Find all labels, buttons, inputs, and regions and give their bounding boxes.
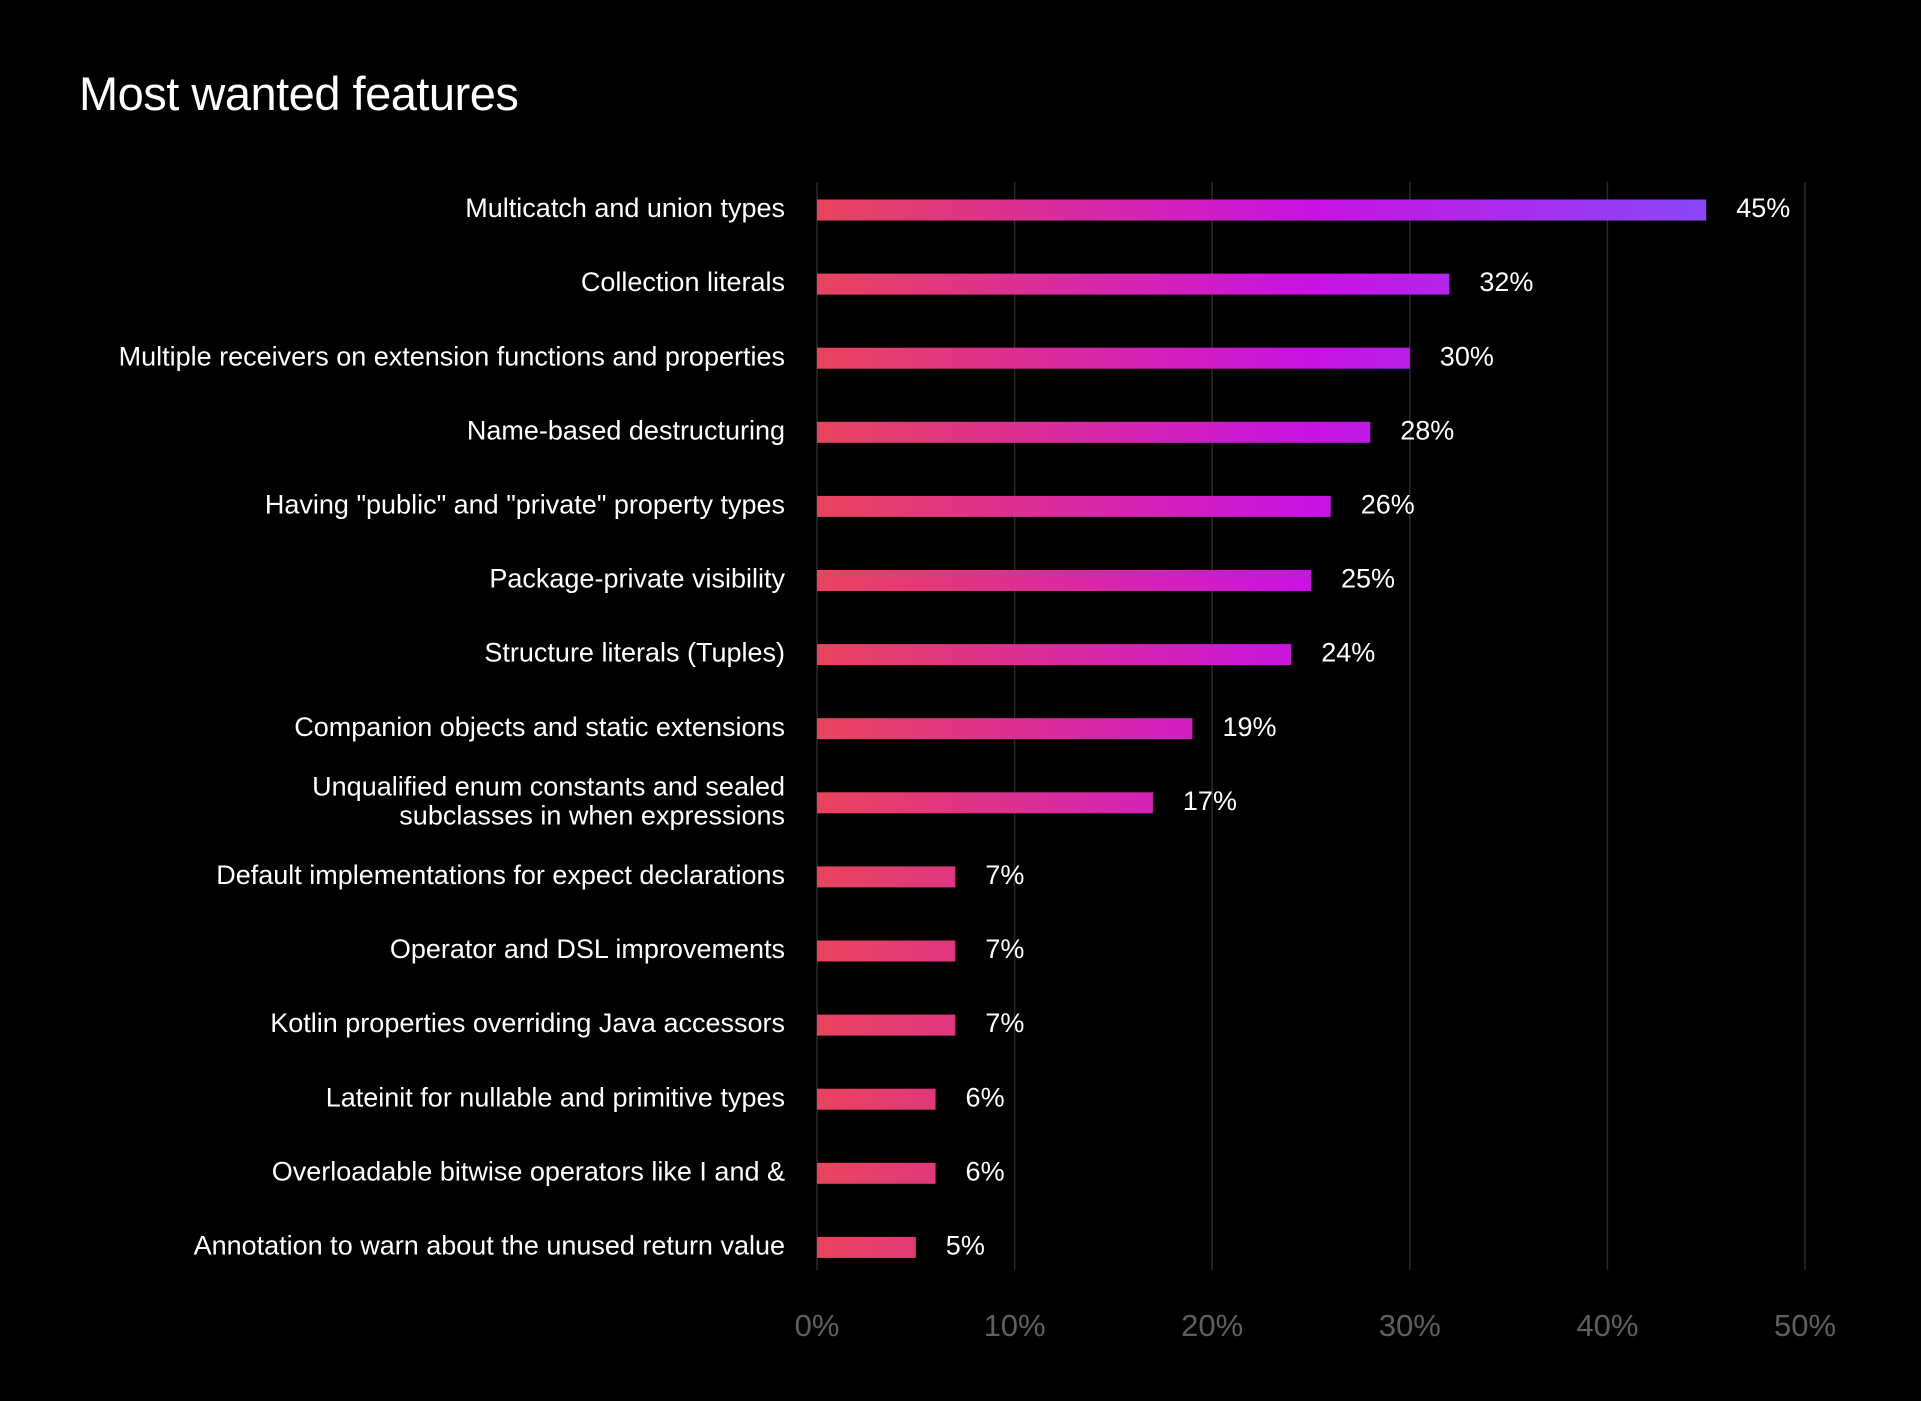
value-label: 30% (1440, 341, 1494, 371)
bar (817, 570, 1311, 591)
category-label: Kotlin properties overriding Java access… (270, 1008, 785, 1038)
bar (817, 1236, 916, 1258)
x-tick-label: 10% (984, 1308, 1046, 1343)
category-label: Lateinit for nullable and primitive type… (326, 1082, 785, 1112)
x-tick-label: 50% (1774, 1308, 1836, 1343)
x-tick-label: 40% (1576, 1308, 1638, 1343)
category-label: Annotation to warn about the unused retu… (194, 1231, 785, 1261)
x-tick-label: 0% (795, 1308, 840, 1343)
value-label: 26% (1361, 490, 1415, 520)
value-label: 6% (966, 1156, 1005, 1186)
chart-title: Most wanted features (79, 67, 519, 120)
x-tick-label: 30% (1379, 1308, 1441, 1343)
category-label: Operator and DSL improvements (390, 934, 785, 964)
category-labels: Multicatch and union types Collection lit… (119, 193, 786, 1260)
bar (817, 347, 1410, 369)
category-label: Collection literals (581, 267, 785, 297)
category-label: Multiple receivers on extension function… (119, 341, 785, 371)
bar (817, 718, 1193, 740)
category-label: Package-private visibility (489, 564, 785, 594)
value-label: 25% (1341, 564, 1395, 594)
value-labels: 45% 32% 30% 28% 26% 25% 24% 19% 17% 7% 7% 7% 6% 6% 5% (946, 193, 1790, 1260)
value-label: 19% (1222, 712, 1276, 742)
x-axis-ticks: 0% 10% 20% 30% 40% 50% (795, 1308, 1836, 1343)
bar (817, 495, 1331, 517)
value-label: 6% (966, 1082, 1005, 1112)
value-label: 24% (1321, 638, 1375, 668)
value-label: 17% (1183, 786, 1237, 816)
bar (817, 199, 1707, 221)
value-label: 7% (985, 1008, 1024, 1038)
value-label: 7% (985, 860, 1024, 890)
bar (817, 1162, 936, 1184)
category-label: Unqualified enum constants and sealed sub… (312, 771, 785, 830)
category-label: Multicatch and union types (465, 193, 785, 223)
bar (817, 792, 1153, 814)
bar (817, 940, 956, 962)
category-label: Having "public" and "private" property t… (265, 490, 785, 520)
x-tick-label: 20% (1181, 1308, 1243, 1343)
category-label: Structure literals (Tuples) (484, 638, 785, 668)
bar (817, 273, 1450, 295)
value-label: 7% (985, 934, 1024, 964)
bar (817, 866, 956, 888)
category-label: Overloadable bitwise operators like I an… (272, 1156, 785, 1186)
bars (817, 199, 1707, 1258)
value-label: 28% (1400, 415, 1454, 445)
category-label: Companion objects and static extensions (294, 712, 785, 742)
bar (817, 1088, 936, 1110)
value-label: 5% (946, 1231, 985, 1261)
bar (817, 421, 1371, 443)
category-label: Default implementations for expect decla… (216, 860, 785, 890)
bar (817, 644, 1292, 666)
value-label: 32% (1479, 267, 1533, 297)
category-label: Name-based destructuring (467, 415, 785, 445)
bar (817, 1014, 956, 1036)
value-label: 45% (1736, 193, 1790, 223)
